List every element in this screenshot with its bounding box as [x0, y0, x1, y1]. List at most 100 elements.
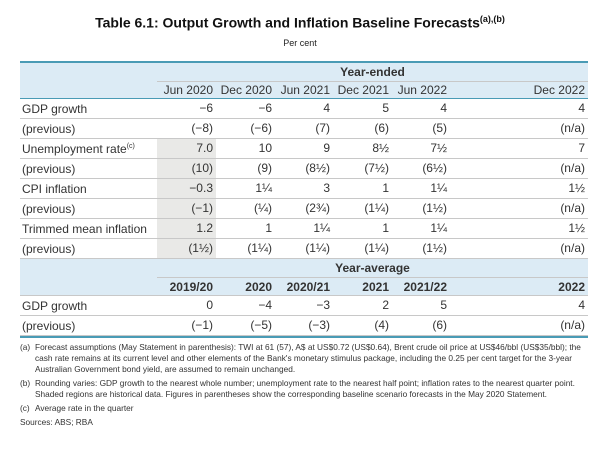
- table-row: (previous) (10) (9) (8½) (7½) (6½) (n/a): [20, 159, 588, 179]
- row-label: GDP growth: [20, 102, 157, 116]
- column-header: Dec 2022: [533, 83, 585, 97]
- table-cell: 4: [440, 101, 447, 115]
- table-row: Trimmed mean inflation 1.2 1 1¼ 1 1¼ 1½: [20, 219, 588, 239]
- column-header: 2021/22: [403, 279, 447, 294]
- table-cell: (−3): [308, 318, 330, 332]
- column-header: 2021: [362, 279, 389, 294]
- column-header: 2020/21: [286, 279, 330, 294]
- table-cell: (2¾): [305, 201, 330, 215]
- group-heading: Year-average: [157, 259, 588, 278]
- table-cell: 1½: [568, 221, 585, 235]
- table-cell: 5: [440, 298, 447, 312]
- column-header: Jun 2022: [397, 83, 447, 97]
- table-cell: (4): [374, 318, 389, 332]
- table-cell: (n/a): [560, 241, 585, 255]
- year-average-header: Year-average 2019/20 2020 2020/21 2021 2021/…: [20, 259, 588, 296]
- footnote-mark: (c): [20, 403, 30, 413]
- table-cell: (7½): [364, 161, 389, 175]
- table-cell: 1: [382, 221, 389, 235]
- table-cell: (−6): [250, 121, 272, 135]
- table-cell: (6): [374, 121, 389, 135]
- table-container: Year-ended Jun 2020 Dec 2020 Jun 2021 Dec 2…: [20, 61, 588, 428]
- row-label: (previous): [20, 242, 157, 256]
- table-cell: (−1): [157, 199, 216, 218]
- table-row: (previous) (−1) (−5) (−3) (4) (6) (n/a): [20, 316, 588, 336]
- table-cell: 1¼: [255, 181, 272, 195]
- table-cell: −0.3: [157, 179, 216, 198]
- table-cell: 1¼: [430, 181, 447, 195]
- row-label-text: (previous): [22, 121, 76, 136]
- footnote-text: Rounding varies: GDP growth to the neare…: [35, 378, 575, 399]
- row-label-text: Unemployment rate: [22, 141, 127, 156]
- table-row: (previous) (−8) (−6) (7) (6) (5) (n/a): [20, 119, 588, 139]
- row-label-text: Trimmed mean inflation: [22, 221, 147, 236]
- row-label: (previous): [20, 162, 157, 176]
- table-cell: 4: [578, 298, 585, 312]
- table-row: (previous) (−1) (¼) (2¾) (1¼) (1½) (n/a): [20, 199, 588, 219]
- table-cell: (1½): [157, 239, 216, 258]
- table-cell: 8½: [372, 141, 389, 155]
- footnote: (c) Average rate in the quarter: [20, 403, 585, 414]
- table-row: GDP growth 0 −4 −3 2 5 4: [20, 296, 588, 316]
- title-text: Table 6.1: Output Growth and Inflation B…: [95, 14, 480, 31]
- table-cell: 7½: [430, 141, 447, 155]
- table-cell: (n/a): [560, 318, 585, 332]
- row-label: GDP growth: [20, 299, 157, 313]
- table-cell: 10: [258, 141, 272, 155]
- row-label-text: (previous): [22, 201, 76, 216]
- table-row: CPI inflation −0.3 1¼ 3 1 1¼ 1½: [20, 179, 588, 199]
- footnote-ref: (c): [126, 142, 135, 150]
- table-cell: (−5): [250, 318, 272, 332]
- table-cell: 1: [265, 221, 272, 235]
- table-cell: 7.0: [157, 139, 216, 158]
- footnote-text: Average rate in the quarter: [35, 403, 134, 413]
- footnote-mark: (b): [20, 378, 31, 388]
- table-cell: (¼): [254, 201, 272, 215]
- table-cell: −4: [258, 298, 272, 312]
- table-cell: (6): [432, 318, 447, 332]
- table-row: (previous) (1½) (1¼) (1¼) (1¼) (1½) (n/a): [20, 239, 588, 259]
- table-cell: (10): [157, 159, 216, 178]
- year-ended-header: Year-ended Jun 2020 Dec 2020 Jun 2021 Dec 2…: [20, 63, 588, 99]
- table-cell: 4: [578, 101, 585, 115]
- row-label: Unemployment rate(c): [20, 142, 157, 156]
- row-label-text: GDP growth: [22, 298, 88, 313]
- table-cell: (n/a): [560, 161, 585, 175]
- row-label-text: (previous): [22, 161, 76, 176]
- column-header: 2020: [245, 279, 272, 294]
- column-header: 2022: [558, 279, 585, 294]
- table-cell: (1½): [422, 201, 447, 215]
- column-header: Jun 2021: [280, 83, 330, 97]
- table-row: Unemployment rate(c) 7.0 10 9 8½ 7½ 7: [20, 139, 588, 159]
- group-heading: Year-ended: [157, 63, 588, 82]
- table-cell: 3: [323, 181, 330, 195]
- column-header: Dec 2021: [337, 83, 389, 97]
- column-header: Dec 2020: [220, 83, 272, 97]
- footnote-text: Forecast assumptions (May Statement in p…: [35, 342, 581, 374]
- table-cell: 1¼: [430, 221, 447, 235]
- table-cell: (−1): [191, 318, 213, 332]
- table-row: GDP growth −6 −6 4 5 4 4: [20, 99, 588, 119]
- table-cell: (1½): [422, 241, 447, 255]
- column-header: 2019/20: [169, 279, 213, 294]
- row-label-text: (previous): [22, 241, 76, 256]
- row-label-text: GDP growth: [22, 101, 88, 116]
- sources: Sources: ABS; RBA: [20, 417, 93, 427]
- table-cell: (5): [432, 121, 447, 135]
- footnote-mark: (a): [20, 342, 31, 352]
- unit-label: Per cent: [283, 38, 317, 48]
- row-label: (previous): [20, 202, 157, 216]
- table-title: Table 6.1: Output Growth and Inflation B…: [0, 14, 600, 31]
- column-header: Jun 2020: [163, 83, 213, 97]
- table-cell: 1: [382, 181, 389, 195]
- footnote: (b) Rounding varies: GDP growth to the ne…: [20, 378, 585, 400]
- table-cell: 1¼: [313, 221, 330, 235]
- table-cell: −6: [199, 101, 213, 115]
- year-average-table: Year-average 2019/20 2020 2020/21 2021 2021/…: [20, 259, 588, 338]
- table-cell: 1.2: [157, 219, 216, 238]
- table-cell: (1¼): [305, 241, 330, 255]
- table-cell: (n/a): [560, 121, 585, 135]
- table-cell: (1¼): [364, 241, 389, 255]
- year-ended-table: Year-ended Jun 2020 Dec 2020 Jun 2021 Dec 2…: [20, 61, 588, 259]
- row-label-text: (previous): [22, 318, 76, 333]
